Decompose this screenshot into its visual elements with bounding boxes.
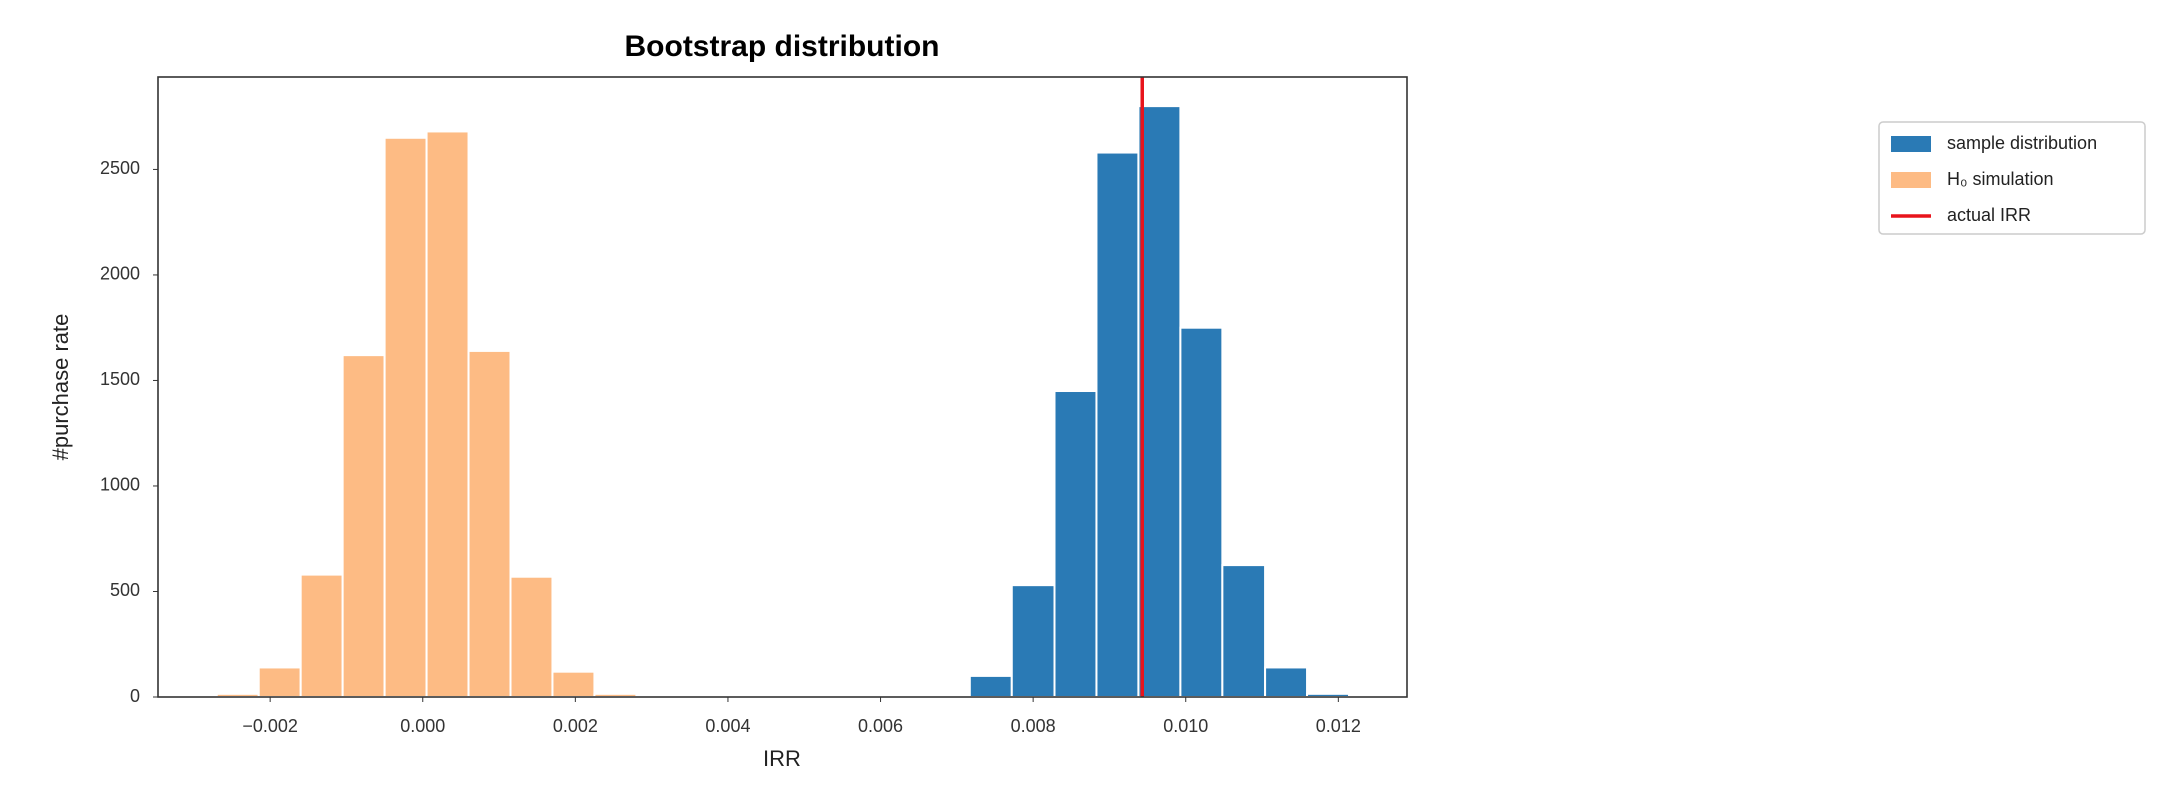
histogram-bar — [341, 354, 386, 698]
histogram-bar — [551, 670, 596, 698]
plot-frame — [157, 76, 1408, 698]
histogram-bar — [1095, 151, 1140, 699]
x-tick-label: 0.012 — [1316, 716, 1361, 736]
x-tick-label: 0.010 — [1163, 716, 1208, 736]
histogram-bar — [1137, 105, 1182, 699]
x-tick-label: 0.002 — [553, 716, 598, 736]
x-tick-label: −0.002 — [242, 716, 298, 736]
legend-label: H₀ simulation — [1947, 169, 2054, 189]
histogram-bar — [1221, 564, 1267, 698]
legend-box — [1878, 121, 2146, 235]
histogram-bar — [383, 136, 428, 698]
histogram-bar — [299, 573, 344, 699]
legend-swatch — [1891, 136, 1931, 152]
histogram-bar — [1264, 666, 1309, 699]
histogram-bar — [1053, 390, 1098, 698]
histogram-bar — [1010, 584, 1056, 699]
histogram-bar — [968, 674, 1013, 699]
x-tick-label: 0.004 — [705, 716, 750, 736]
legend-label: actual IRR — [1947, 205, 2031, 225]
y-tick-label: 1500 — [100, 369, 140, 389]
x-tick-label: 0.006 — [858, 716, 903, 736]
x-axis-label: IRR — [763, 746, 801, 771]
legend-label: sample distribution — [1947, 133, 2097, 153]
x-tick-label: 0.000 — [400, 716, 445, 736]
y-tick-label: 500 — [110, 580, 140, 600]
histogram-bar — [509, 575, 554, 699]
y-tick-label: 1000 — [100, 475, 140, 495]
y-tick-label: 0 — [130, 686, 140, 706]
histogram-bar — [257, 666, 302, 699]
y-tick-label: 2000 — [100, 264, 140, 284]
histogram-bar — [467, 349, 512, 698]
histogram-bar — [425, 130, 470, 699]
chart-title: Bootstrap distribution — [625, 30, 940, 63]
x-tick-label: 0.008 — [1011, 716, 1056, 736]
y-tick-label: 2500 — [100, 158, 140, 178]
legend-swatch — [1891, 172, 1931, 188]
y-axis-label: #purchase rate — [48, 314, 73, 461]
histogram-bar — [1179, 326, 1224, 698]
